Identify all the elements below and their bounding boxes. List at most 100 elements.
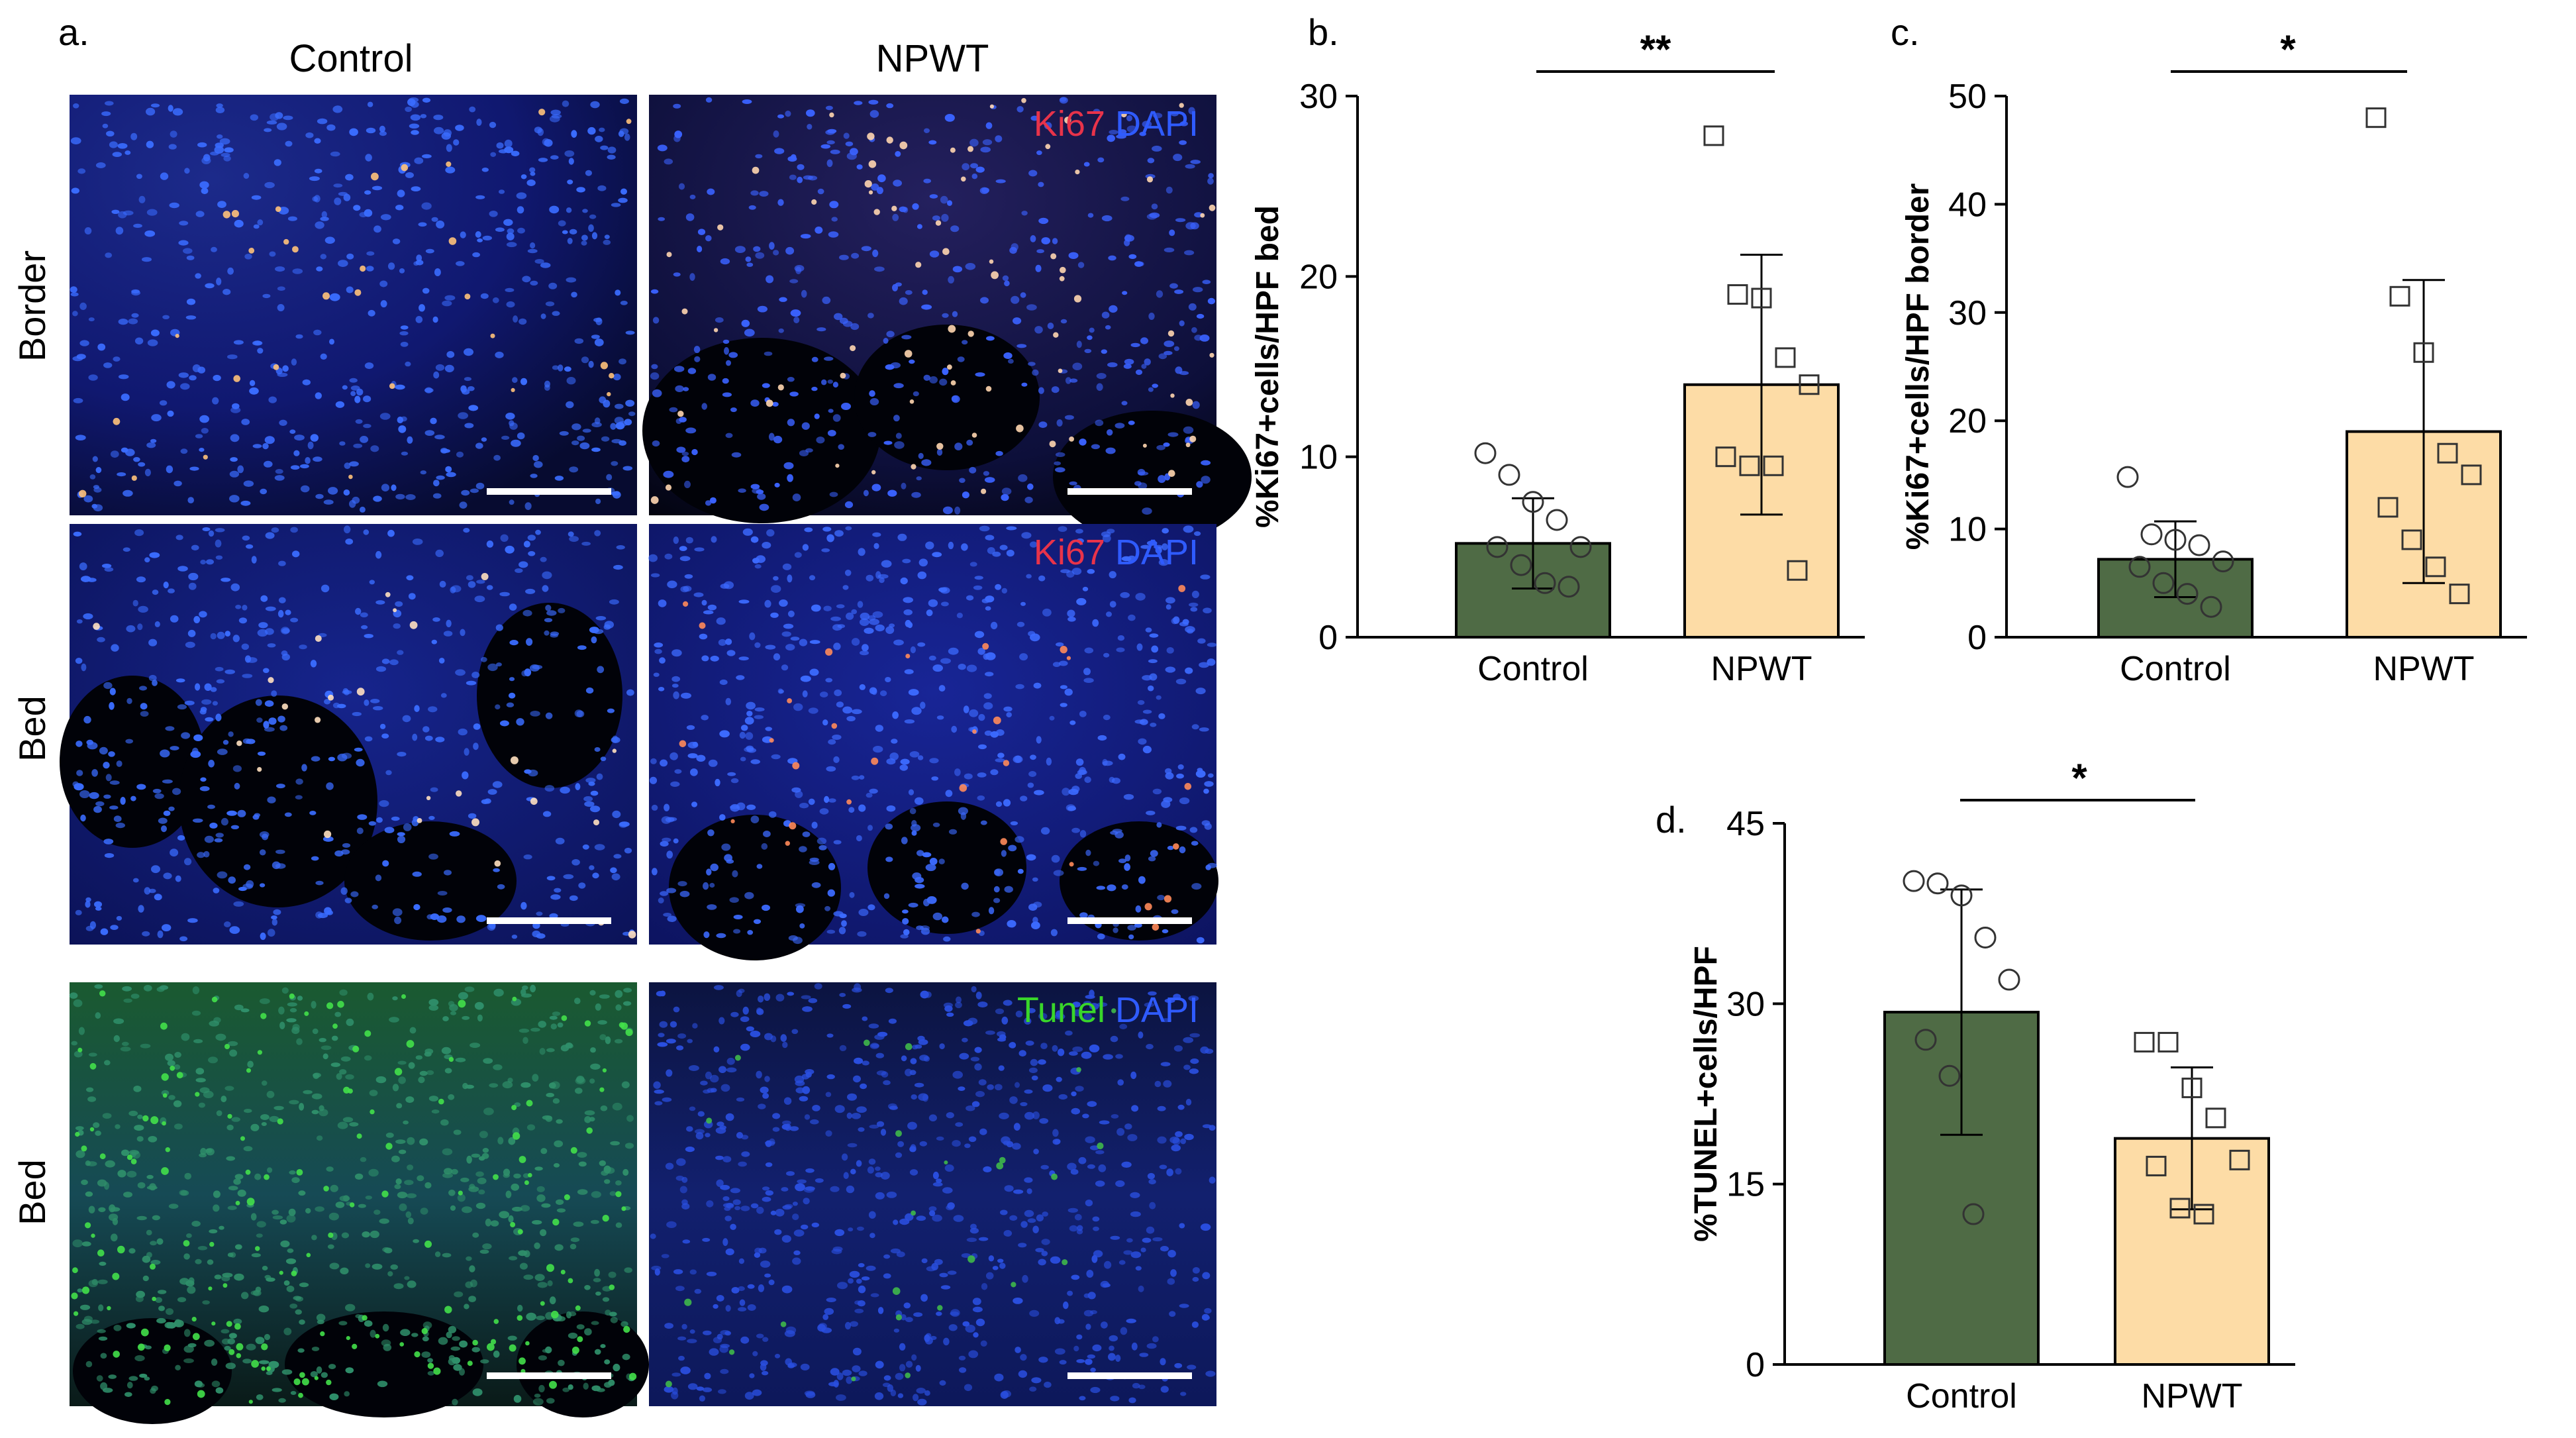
- data-point: [1534, 572, 1556, 594]
- data-point: [2188, 534, 2210, 556]
- panel-label: c.: [1891, 11, 1920, 53]
- chart-panel-c: c. 0 10 20 30 40 50 %Ki67+cells/HPF border Contr…: [1891, 11, 2527, 688]
- data-point: [2461, 464, 2482, 486]
- stain-counterstain: DAPI: [1115, 990, 1199, 1030]
- panel-a: a. Control NPWT Border Bed Bed: [11, 11, 1252, 1424]
- data-point: [1938, 1064, 1961, 1087]
- y-tick-label: 15: [1726, 1166, 1765, 1204]
- y-tick-label: 10: [1948, 511, 1987, 549]
- stain-marker: Tunel: [1017, 990, 1105, 1030]
- data-point: [2377, 497, 2399, 518]
- error-bar: [1940, 888, 1983, 1136]
- data-point: [1522, 491, 1544, 513]
- row-label-bed-tunel: Bed: [11, 1159, 53, 1225]
- micrograph-bed-control: [60, 524, 637, 945]
- stain-label-row1: Ki67 DAPI: [1034, 104, 1199, 144]
- data-point: [1558, 576, 1580, 598]
- data-point: [2146, 1155, 2167, 1176]
- x-tick-label: NPWT: [2373, 650, 2474, 688]
- data-point: [2413, 342, 2434, 363]
- y-tick-label: 0: [1318, 619, 1338, 657]
- x-tick-label: Control: [2120, 650, 2231, 688]
- data-point: [1974, 926, 1997, 949]
- data-point: [2425, 556, 2446, 578]
- micrograph-tunel-npwt: [649, 982, 1216, 1406]
- data-point: [2212, 550, 2234, 573]
- error-bar: [1512, 497, 1554, 590]
- y-tick-label: 45: [1726, 805, 1765, 843]
- data-point: [2205, 1107, 2226, 1129]
- data-point: [1962, 1203, 1985, 1225]
- data-point: [1474, 442, 1497, 464]
- x-tick-label: Control: [1477, 650, 1589, 688]
- scale-bar: [1067, 488, 1192, 495]
- data-point: [1903, 870, 1925, 892]
- data-point: [2134, 1031, 2155, 1053]
- data-point: [1498, 464, 1520, 486]
- data-point: [1775, 347, 1796, 368]
- data-point: [2157, 1031, 2179, 1053]
- data-point: [2229, 1149, 2250, 1170]
- data-point: [1799, 374, 1820, 395]
- data-point: [2437, 442, 2458, 464]
- column-header-npwt: NPWT: [876, 37, 989, 80]
- micrograph-border-control: [70, 95, 637, 515]
- data-point: [1763, 455, 1784, 476]
- data-point: [2193, 1204, 2214, 1225]
- x-tick-label: NPWT: [1710, 650, 1812, 688]
- error-bar: [2171, 1066, 2213, 1211]
- data-point: [1914, 1029, 1937, 1051]
- data-point: [1787, 560, 1808, 581]
- stain-counterstain: DAPI: [1115, 533, 1199, 572]
- scale-bar: [487, 1372, 611, 1379]
- data-point: [2401, 529, 2422, 550]
- scale-bar: [487, 488, 611, 495]
- data-point: [2200, 595, 2222, 618]
- y-axis-label: %Ki67+cells/HPF border: [1901, 183, 1936, 550]
- error-bar: [1740, 254, 1783, 516]
- data-point: [1546, 509, 1568, 531]
- error-bar: [2154, 520, 2197, 599]
- panel-label: b.: [1308, 11, 1339, 53]
- y-tick-label: 0: [1967, 619, 1987, 657]
- micrograph-border-npwt: [642, 95, 1252, 543]
- y-tick-label: 30: [1726, 985, 1765, 1023]
- stain-counterstain: DAPI: [1115, 104, 1199, 144]
- x-tick-label: NPWT: [2141, 1377, 2242, 1415]
- scale-bar: [1067, 1372, 1192, 1379]
- data-point: [1739, 455, 1760, 476]
- data-point: [2164, 529, 2187, 551]
- data-point: [2389, 285, 2410, 307]
- data-point: [1998, 968, 2020, 991]
- data-point: [2152, 572, 2175, 594]
- micrograph-bed-npwt: [648, 524, 1218, 960]
- data-point: [2116, 466, 2139, 488]
- scale-bar: [1067, 917, 1192, 924]
- row-label-border: Border: [11, 250, 53, 362]
- data-point: [2449, 584, 2470, 605]
- chart-panel-d: d. 0 15 30 45 %TUNEL+cells/HPF Control NPWT *: [1656, 756, 2295, 1415]
- y-tick-label: 10: [1299, 438, 1338, 477]
- y-tick-label: 20: [1299, 258, 1338, 296]
- stain-label-row3: Tunel DAPI: [1017, 990, 1199, 1030]
- y-tick-label: 30: [1948, 294, 1987, 333]
- data-point: [1727, 284, 1748, 305]
- data-point: [1510, 554, 1532, 576]
- y-tick-label: 50: [1948, 77, 1987, 116]
- y-axis-label: %TUNEL+cells/HPF: [1689, 946, 1724, 1242]
- data-point: [2169, 1198, 2191, 1219]
- panel-a-label: a.: [58, 11, 89, 53]
- data-point: [2365, 107, 2387, 128]
- stain-label-row2: Ki67 DAPI: [1034, 533, 1199, 572]
- column-header-control: Control: [289, 37, 413, 80]
- y-tick-label: 0: [1746, 1346, 1765, 1384]
- scale-bar: [487, 917, 611, 924]
- row-label-bed-ki67: Bed: [11, 695, 53, 762]
- x-tick-label: Control: [1906, 1377, 2017, 1415]
- data-point: [1569, 536, 1592, 558]
- data-point: [2181, 1077, 2203, 1098]
- data-point: [1950, 884, 1973, 907]
- y-axis-label: %Ki67+cells/HPF bed: [1250, 205, 1285, 528]
- y-tick-label: 30: [1299, 77, 1338, 116]
